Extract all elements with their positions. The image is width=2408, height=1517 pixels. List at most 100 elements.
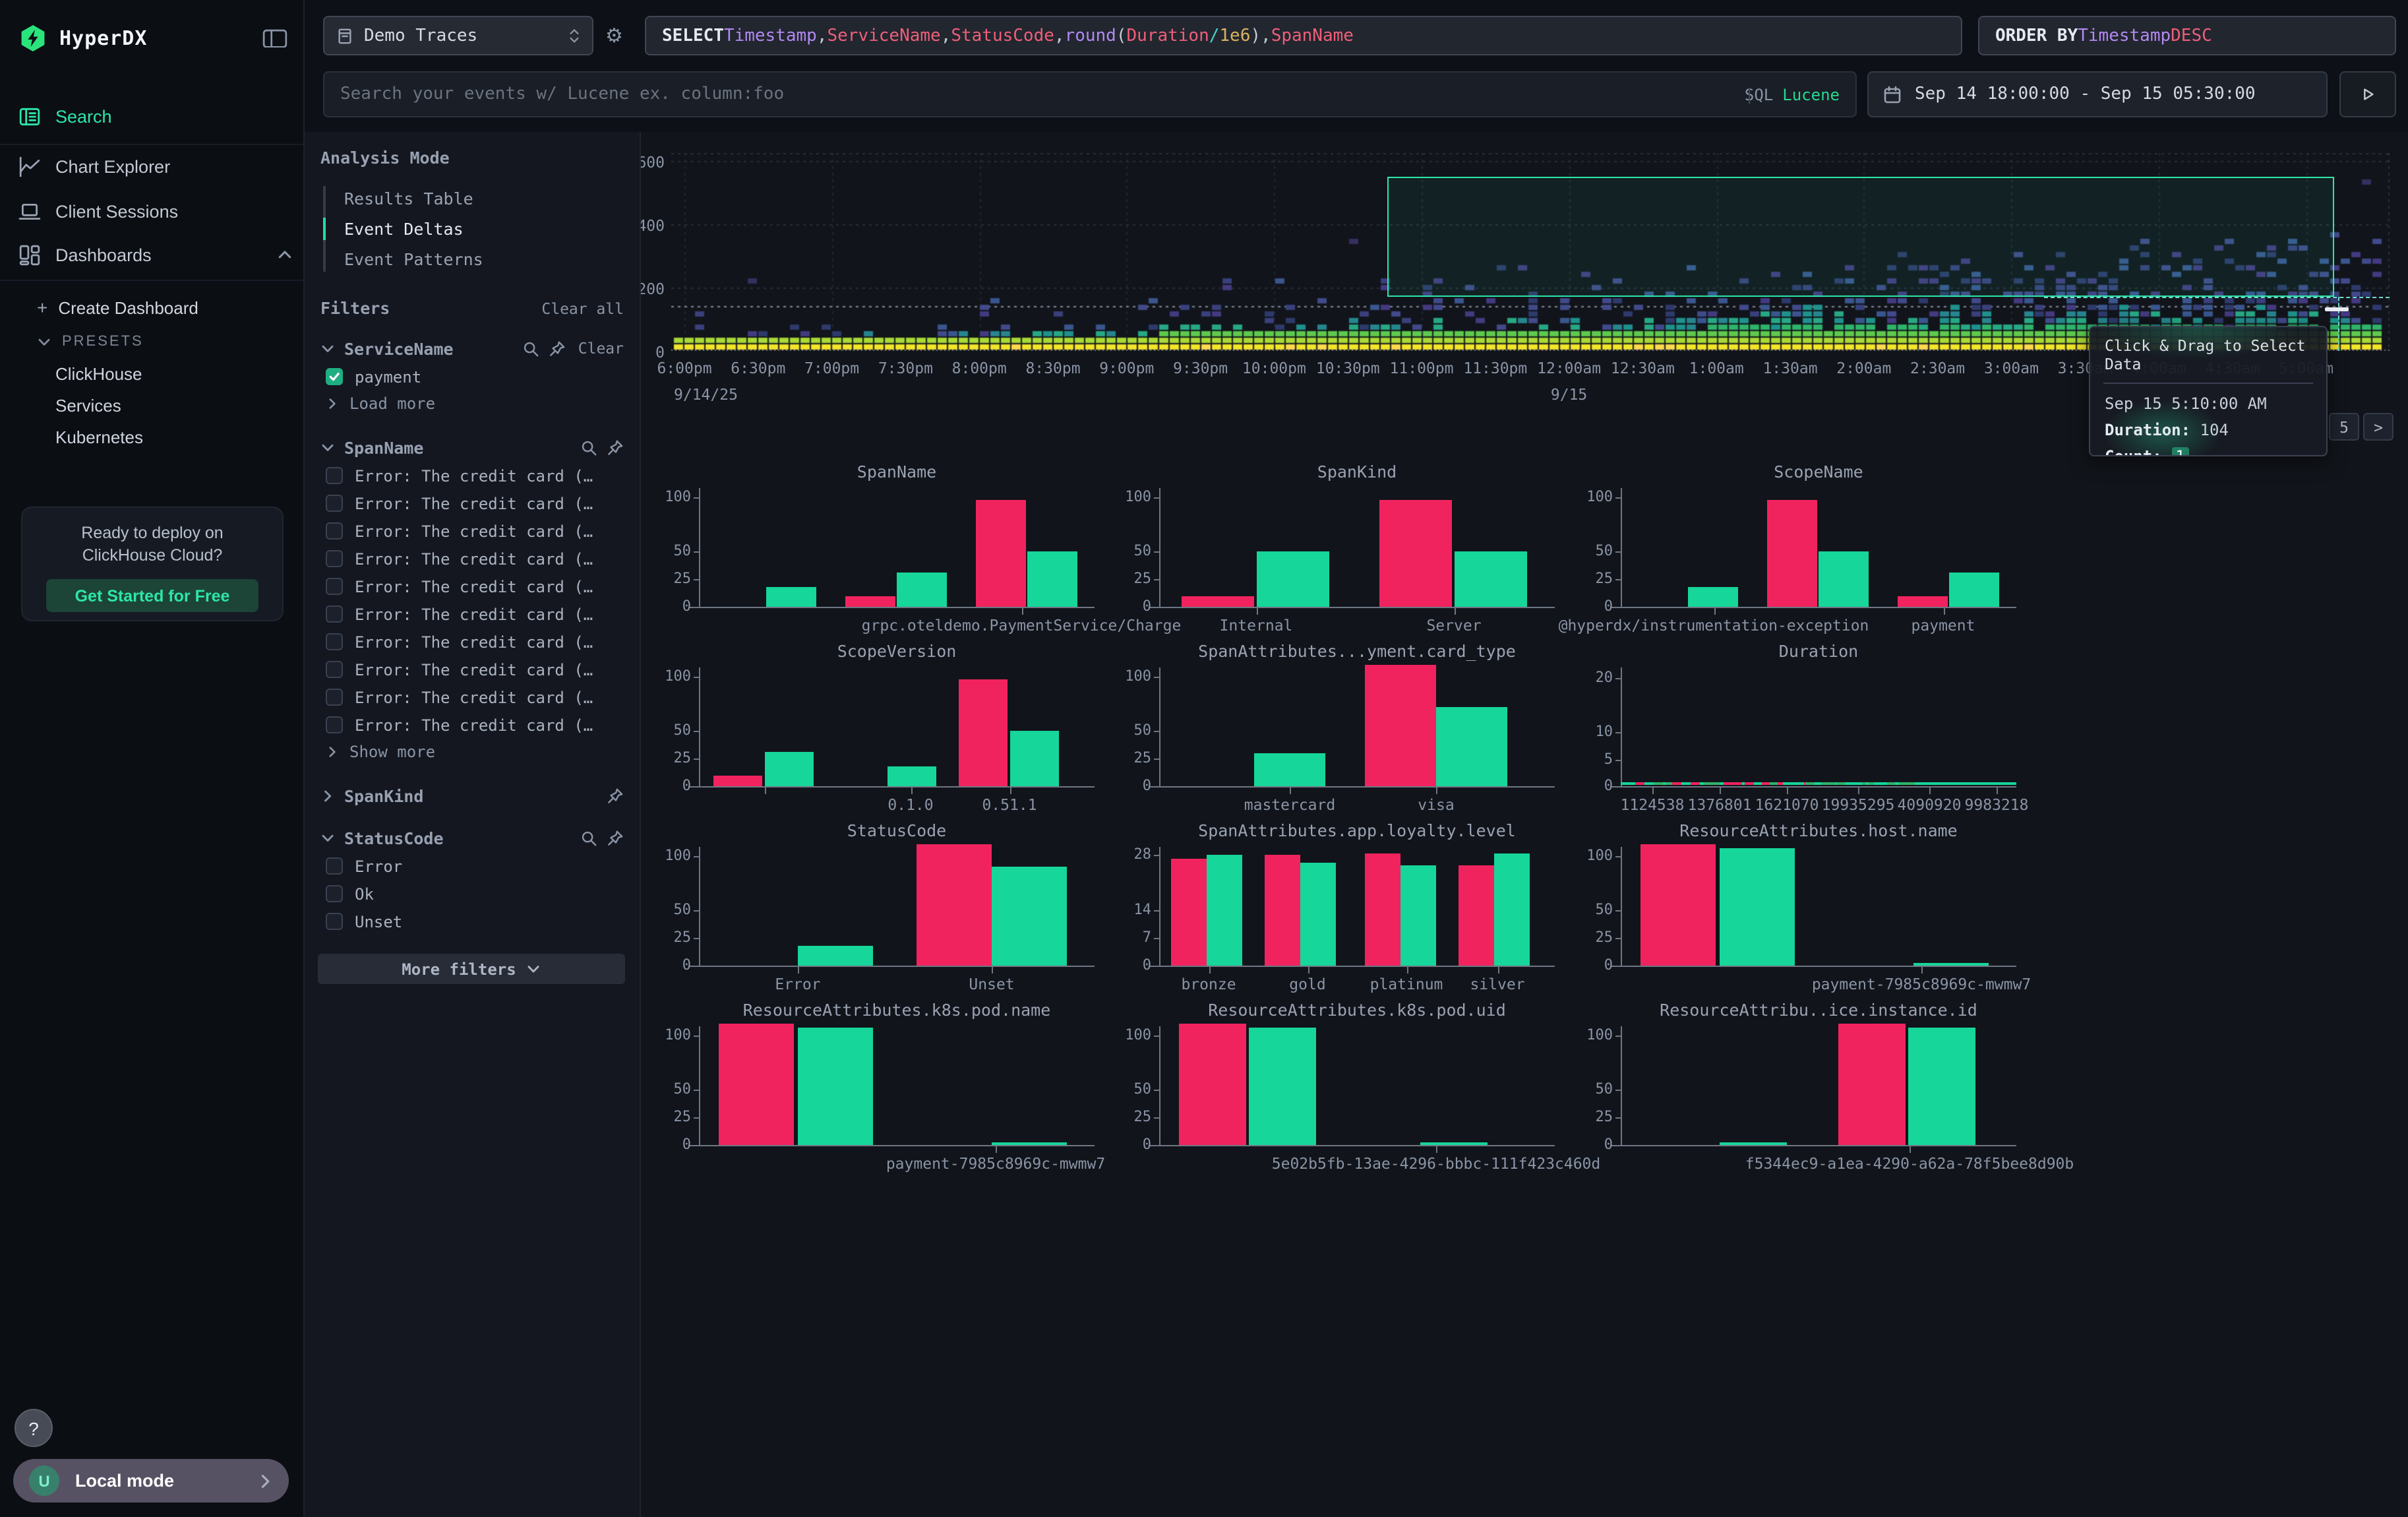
presets-toggle[interactable]: PRESETS — [37, 327, 293, 356]
search-icon[interactable] — [523, 340, 540, 357]
checkbox[interactable] — [326, 661, 343, 678]
heatmap-xtick-label: 9:00pm — [1099, 359, 1154, 377]
pin-icon[interactable] — [549, 340, 566, 357]
sidebar-preset-clickhouse[interactable]: ClickHouse — [55, 359, 293, 388]
checkbox[interactable] — [326, 716, 343, 733]
filter-option-row[interactable]: Error: The credit card (… — [326, 628, 626, 656]
source-select[interactable]: Demo Traces — [323, 16, 593, 55]
bar — [1207, 855, 1242, 966]
checkbox[interactable] — [326, 633, 343, 650]
y-tick-label: 50 — [1104, 1081, 1151, 1098]
filter-option-row[interactable]: Error — [326, 852, 626, 880]
y-tick-label: 100 — [644, 667, 691, 684]
checkbox[interactable] — [326, 550, 343, 567]
more-filters-button[interactable]: More filters — [318, 954, 625, 984]
x-tick-label: payment-7985c8969c-mwmw7 — [1812, 975, 2031, 993]
sidebar-preset-kubernetes[interactable]: Kubernetes — [55, 422, 293, 451]
filter-option-row[interactable]: Ok — [326, 880, 626, 908]
filter-option-row[interactable]: Unset — [326, 908, 626, 935]
filter-option-row[interactable]: Error: The credit card (… — [326, 600, 626, 628]
search-input[interactable] — [340, 84, 1745, 104]
chevron-down-icon[interactable] — [320, 341, 335, 356]
y-tick — [694, 676, 699, 677]
lucene-mode-toggle[interactable]: Lucene — [1782, 85, 1840, 104]
checkbox[interactable] — [326, 495, 343, 512]
page-number-button[interactable]: 5 — [2329, 413, 2359, 441]
analysis-option-event-patterns[interactable]: Event Patterns — [323, 244, 626, 274]
x-axis — [1610, 1145, 2016, 1146]
filter-group-name[interactable]: SpanName — [344, 437, 571, 457]
load-more-button[interactable]: Load more — [326, 390, 626, 417]
y-axis — [1621, 847, 1622, 967]
bar — [897, 573, 946, 607]
local-mode-button[interactable]: U Local mode — [13, 1459, 289, 1502]
analysis-option-event-deltas[interactable]: Event Deltas — [323, 214, 626, 244]
filter-group-name[interactable]: StatusCode — [344, 828, 571, 848]
chevron-down-icon[interactable] — [320, 440, 335, 454]
x-tick-label: payment — [1911, 616, 1975, 635]
pin-icon[interactable] — [607, 829, 624, 846]
sidebar-item-client-sessions[interactable]: Client Sessions — [18, 194, 293, 228]
filter-option-row[interactable]: payment — [326, 363, 626, 390]
checkbox[interactable] — [326, 368, 343, 385]
filter-option-row[interactable]: Error: The credit card (… — [326, 573, 626, 600]
filter-option-row[interactable]: Error: The credit card (… — [326, 462, 626, 489]
chevron-right-icon[interactable] — [320, 788, 335, 803]
search-icon[interactable] — [580, 829, 597, 846]
y-tick-label: 50 — [1565, 1081, 1613, 1098]
sidebar-collapse-icon[interactable] — [262, 28, 287, 48]
filter-option-row[interactable]: Error: The credit card (… — [326, 517, 626, 545]
checkbox[interactable] — [326, 913, 343, 930]
filter-option-row[interactable]: Error: The credit card (… — [326, 711, 626, 739]
run-query-button[interactable] — [2339, 71, 2396, 117]
query-token: SELECT — [662, 26, 724, 46]
sidebar-preset-services[interactable]: Services — [55, 390, 293, 419]
show-more-button[interactable]: Show more — [326, 739, 626, 765]
checkbox[interactable] — [326, 467, 343, 484]
create-dashboard-button[interactable]: +Create Dashboard — [37, 293, 293, 322]
chevron-down-icon[interactable] — [320, 830, 335, 845]
bar — [1819, 552, 1868, 607]
help-button[interactable]: ? — [15, 1409, 53, 1447]
sidebar-item-chart-explorer[interactable]: Chart Explorer — [18, 149, 293, 183]
y-tick-label: 0 — [1104, 1136, 1151, 1153]
sidebar-item-dashboards[interactable]: Dashboards — [18, 237, 293, 272]
heatmap-xtick-label: 10:00pm — [1242, 359, 1306, 377]
pin-icon[interactable] — [607, 439, 624, 456]
analysis-option-results-table[interactable]: Results Table — [323, 183, 626, 214]
chart-spankind: SpanKind02550100InternalServer — [1109, 462, 1555, 633]
filter-option-label: Ok — [355, 884, 374, 903]
query-token: / — [1209, 26, 1220, 46]
next-page-button[interactable]: > — [2363, 413, 2393, 441]
checkbox[interactable] — [326, 857, 343, 875]
checkbox[interactable] — [326, 522, 343, 540]
heatmap-xtick-label: 7:00pm — [804, 359, 859, 377]
filter-group-name[interactable]: SpanKind — [344, 786, 597, 805]
checkbox[interactable] — [326, 578, 343, 595]
gear-icon[interactable]: ⚙ — [605, 24, 623, 47]
x-tick-label: 0.1.0 — [888, 795, 933, 814]
checkbox[interactable] — [326, 885, 343, 902]
bar — [1264, 855, 1300, 966]
filter-option-row[interactable]: Error: The credit card (… — [326, 656, 626, 683]
pin-icon[interactable] — [607, 787, 624, 804]
sql-select-input[interactable]: SELECT Timestamp, ServiceName, StatusCod… — [645, 16, 1962, 55]
y-tick-label: 0 — [1104, 777, 1151, 794]
filter-option-row[interactable]: Error: The credit card (… — [326, 683, 626, 711]
y-tick-label: 0 — [1104, 956, 1151, 974]
search-icon[interactable] — [580, 439, 597, 456]
checkbox[interactable] — [326, 605, 343, 623]
get-started-button[interactable]: Get Started for Free — [46, 579, 258, 612]
y-tick-label: 100 — [644, 487, 691, 505]
clear-filter-button[interactable]: Clear — [578, 339, 624, 357]
clear-all-button[interactable]: Clear all — [541, 299, 624, 317]
order-by-input[interactable]: ORDER BY Timestamp DESC — [1978, 16, 2396, 55]
filter-group-name[interactable]: ServiceName — [344, 338, 514, 358]
filter-option-row[interactable]: Error: The credit card (… — [326, 489, 626, 517]
selection-overlay[interactable] — [1387, 177, 2334, 297]
date-range-picker[interactable]: Sep 14 18:00:00 - Sep 15 05:30:00 — [1867, 71, 2328, 117]
checkbox[interactable] — [326, 689, 343, 706]
x-tick — [1787, 788, 1788, 794]
filter-option-row[interactable]: Error: The credit card (… — [326, 545, 626, 573]
sidebar-item-search[interactable]: Search — [18, 99, 293, 133]
